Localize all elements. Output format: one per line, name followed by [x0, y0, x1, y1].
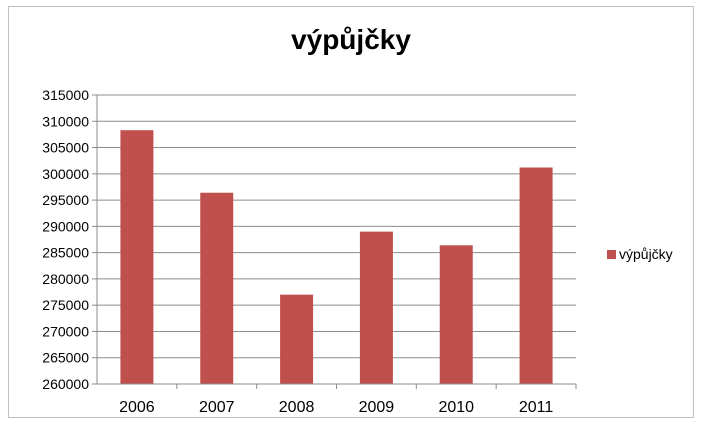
x-tick-label: 2006 — [119, 399, 155, 416]
x-tick-label: 2009 — [359, 399, 395, 416]
y-tick-label: 300000 — [42, 166, 89, 182]
y-tick-labels: 260000 265000 270000 275000 280000 285000 2900… — [42, 87, 89, 392]
gridlines — [92, 94, 577, 389]
x-tick-label: 2008 — [279, 399, 315, 416]
chart-title: výpůjčky — [291, 24, 411, 55]
x-tick-label: 2011 — [519, 399, 554, 416]
axes — [96, 95, 576, 385]
bar — [280, 294, 314, 384]
y-tick-label: 270000 — [42, 323, 89, 339]
y-tick-label: 290000 — [42, 218, 89, 234]
x-tick-label: 2010 — [438, 399, 474, 416]
y-tick-label: 260000 — [42, 376, 89, 392]
y-tick-label: 265000 — [42, 350, 89, 366]
y-tick-label: 295000 — [42, 192, 89, 208]
bars — [120, 130, 553, 384]
y-tick-label: 305000 — [42, 140, 89, 156]
x-tick-labels: 2006 2007 2008 2009 2010 2011 — [119, 399, 553, 416]
legend-swatch — [607, 249, 616, 259]
x-tick-label: 2007 — [199, 399, 235, 416]
bar — [439, 245, 473, 384]
bar — [359, 231, 393, 384]
legend: výpůjčky — [607, 246, 673, 262]
bar — [200, 192, 234, 384]
bar — [120, 130, 154, 384]
y-tick-label: 275000 — [42, 297, 89, 313]
y-tick-label: 310000 — [42, 113, 89, 129]
y-tick-label: 280000 — [42, 271, 89, 287]
legend-label: výpůjčky — [619, 246, 673, 262]
bar — [519, 167, 553, 384]
y-tick-label: 315000 — [42, 87, 89, 103]
y-tick-label: 285000 — [42, 245, 89, 261]
